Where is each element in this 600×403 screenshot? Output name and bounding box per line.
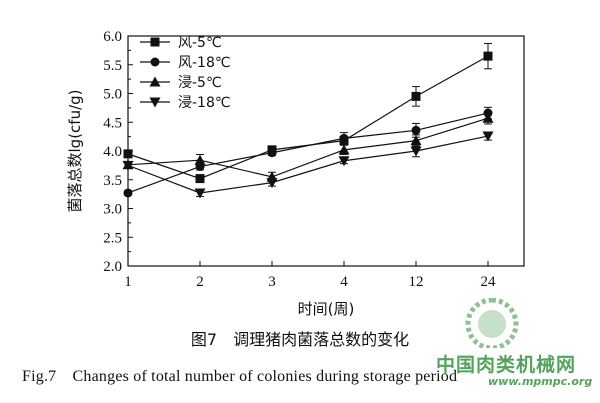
y-tick-label: 4.5 [103, 115, 122, 131]
y-tick-label: 3.5 [103, 173, 122, 189]
data-point [339, 133, 349, 143]
x-tick-label: 2 [196, 274, 204, 290]
data-point [194, 154, 206, 165]
data-point [338, 156, 350, 167]
x-tick-label: 24 [481, 274, 497, 290]
x-tick-label: 12 [409, 274, 424, 290]
series-layer [122, 42, 494, 199]
data-point [411, 91, 421, 101]
y-axis-title: 菌落总数lg(cfu/g) [66, 89, 84, 212]
data-point [122, 160, 134, 171]
legend-marker [149, 76, 161, 87]
axes: 2.02.53.03.54.04.55.05.56.01 2 3 4 12 24时间(周)… [66, 29, 525, 318]
data-point [410, 135, 422, 146]
data-point [123, 149, 133, 159]
data-point [195, 174, 205, 184]
legend-label: 风-5℃ [178, 35, 222, 51]
data-point [267, 148, 277, 158]
x-axis-title: 时间(周) [298, 300, 355, 318]
legend-label: 浸-18℃ [178, 95, 231, 111]
x-tick-label: 4 [340, 274, 348, 290]
series-line [127, 117, 489, 178]
series-4 [122, 131, 494, 199]
x-tick-label: 1 [124, 274, 132, 290]
data-point [123, 188, 133, 198]
legend: 风-5℃ 风-18℃ 浸-5℃ 浸-18℃ [140, 35, 231, 111]
y-tick-label: 5.5 [103, 58, 122, 74]
figure-caption-cn: 图7 调理猪肉菌落总数的变化 [190, 330, 410, 349]
data-point [266, 178, 278, 189]
legend-marker [150, 57, 160, 67]
data-point [411, 125, 421, 135]
data-point [338, 144, 350, 155]
y-tick-label: 5.0 [103, 87, 122, 103]
series-3 [122, 111, 494, 182]
legend-label: 浸-5℃ [178, 75, 222, 91]
data-point [194, 188, 206, 199]
y-tick-label: 2.5 [103, 230, 122, 246]
x-tick-label: 3 [268, 274, 276, 290]
y-tick-label: 6.0 [103, 29, 122, 45]
data-point [483, 51, 493, 61]
y-tick-label: 4.0 [103, 144, 122, 160]
data-point [482, 112, 494, 123]
y-tick-label: 2.0 [103, 259, 122, 275]
watermark-url: www.mpmpc.org [488, 375, 593, 388]
legend-label: 风-18℃ [178, 55, 231, 71]
data-point [482, 131, 494, 142]
legend-marker [150, 37, 160, 47]
figure-caption-en: Fig.7 Changes of total number of colonie… [22, 368, 458, 385]
series-line [127, 135, 489, 194]
watermark-text: 中国肉类机械网 [436, 354, 577, 376]
series-2 [123, 106, 493, 198]
watermark-logo [463, 297, 521, 351]
y-tick-label: 3.0 [103, 202, 122, 218]
series-line [127, 112, 489, 194]
legend-marker [149, 97, 161, 108]
data-point [410, 146, 422, 157]
